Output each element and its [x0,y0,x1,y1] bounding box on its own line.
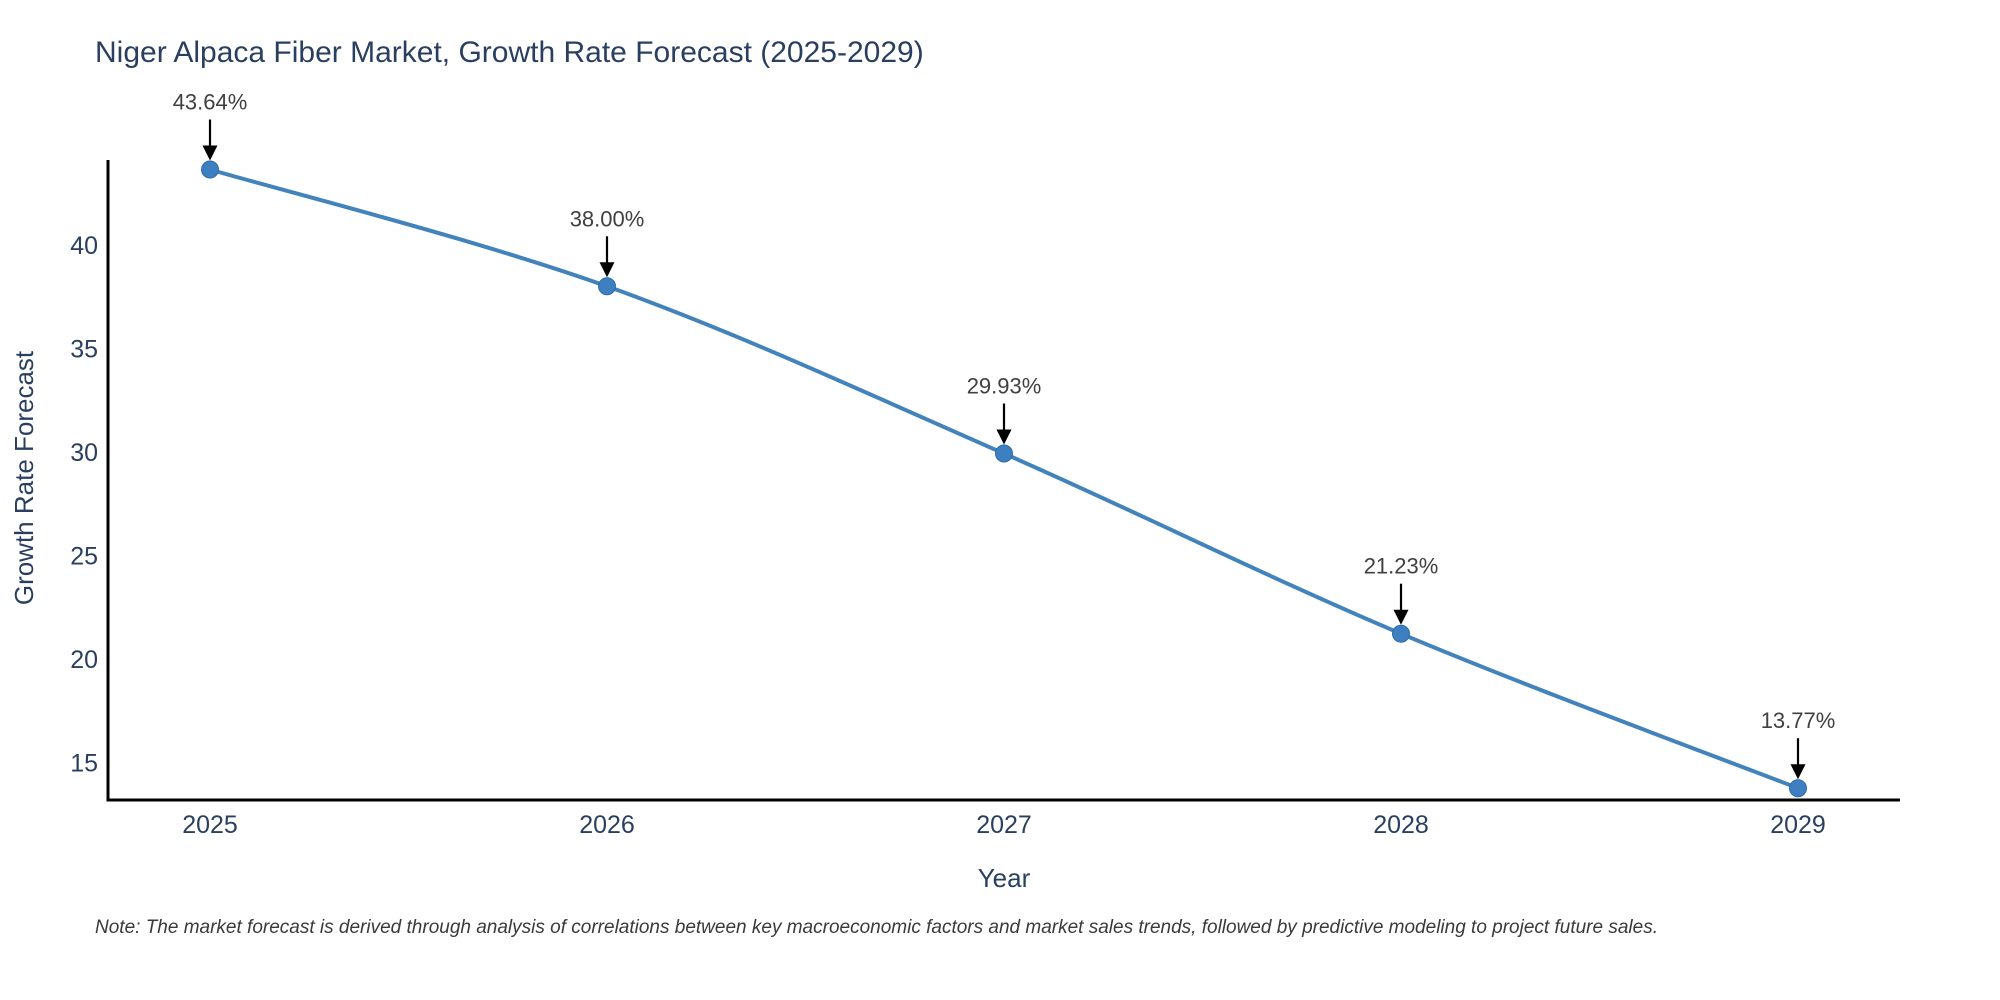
data-point-label: 21.23% [1364,554,1439,579]
data-point-marker[interactable] [598,277,616,296]
data-point-marker[interactable] [1789,779,1807,798]
data-point-marker[interactable] [201,160,219,179]
y-tick-label: 30 [70,439,98,467]
y-tick-label: 15 [70,750,98,778]
data-point-marker[interactable] [1392,624,1410,643]
annotation-arrowhead-icon [1790,764,1806,780]
x-tick-label: 2029 [1770,811,1826,839]
annotation-arrowhead-icon [996,429,1012,445]
annotation-arrowhead-icon [599,262,615,278]
note-text: Note: The market forecast is derived thr… [95,917,1658,938]
y-axis-title: Growth Rate Forecast [9,350,39,605]
annotation-arrowhead-icon [1393,609,1409,625]
y-tick-label: 25 [70,543,98,571]
y-tick-label: 40 [70,232,98,260]
x-tick-label: 2027 [976,811,1032,839]
data-point-label: 13.77% [1761,708,1836,733]
series-line [208,167,1800,791]
x-tick-label: 2025 [182,811,238,839]
x-axis-title: Year [978,863,1031,893]
x-tick-label: 2026 [579,811,635,839]
annotation-arrowhead-icon [202,145,218,161]
data-point-label: 29.93% [967,374,1042,399]
data-point-marker[interactable] [995,444,1013,463]
chart-title: Niger Alpaca Fiber Market, Growth Rate F… [95,36,924,69]
y-tick-label: 35 [70,335,98,363]
data-point-label: 43.64% [173,90,248,115]
x-tick-label: 2028 [1373,811,1429,839]
y-tick-label: 20 [70,646,98,674]
data-point-label: 38.00% [570,206,645,231]
